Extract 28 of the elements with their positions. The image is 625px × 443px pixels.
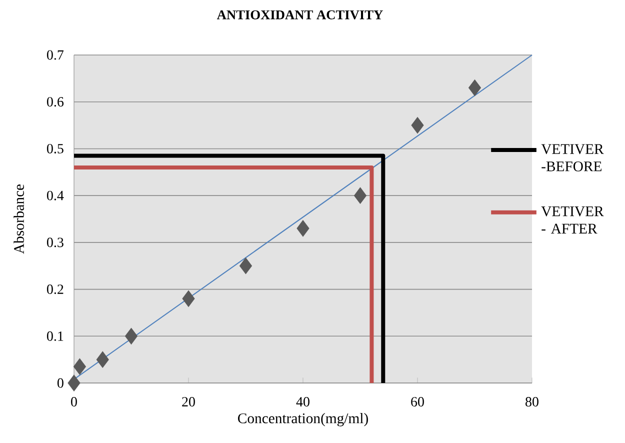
point <box>73 358 86 375</box>
y-tick-label: 0.3 <box>46 238 64 248</box>
point <box>239 258 252 274</box>
y-tick-label: 0.4 <box>46 190 64 200</box>
point <box>182 290 195 307</box>
x-tick-label: 60 <box>411 397 424 406</box>
y-tick-label: 0.7 <box>46 50 64 60</box>
point <box>468 80 482 96</box>
point <box>68 374 80 392</box>
y-tick-label: 0.2 <box>46 284 64 294</box>
x-tick-label: 80 <box>526 397 538 406</box>
y-axis-title: Absorbance <box>14 184 24 254</box>
x-axis-title: Concentration(mg/ml) <box>238 412 368 426</box>
point <box>124 328 138 344</box>
legend-label: VETIVER - AFTER <box>541 206 604 234</box>
x-tick-label: 20 <box>182 397 195 406</box>
legend-label: VETIVER -BEFORE <box>541 144 604 172</box>
point <box>354 187 367 204</box>
y-tick-label: 0.1 <box>46 331 64 341</box>
x-tick-label: 40 <box>296 397 310 406</box>
chart-title: ANTIOXIDANT ACTIVITY <box>216 10 383 20</box>
y-tick-label: 0 <box>57 378 64 388</box>
point <box>411 117 424 134</box>
point <box>296 220 310 237</box>
point <box>96 351 109 368</box>
y-tick-label: 0.6 <box>46 97 64 107</box>
x-tick-label: 0 <box>71 397 77 406</box>
y-tick-label: 0.5 <box>46 144 64 154</box>
